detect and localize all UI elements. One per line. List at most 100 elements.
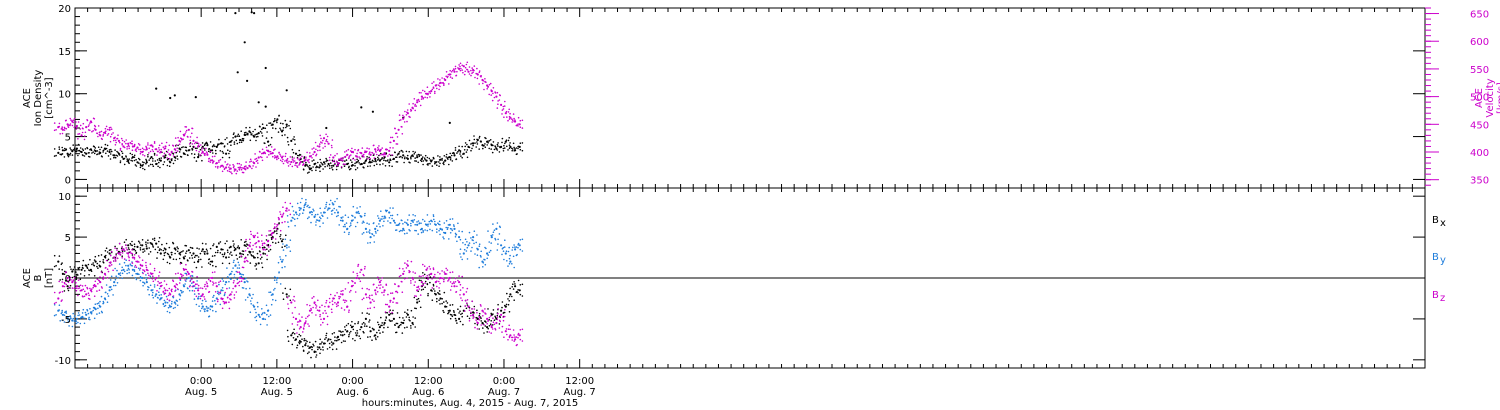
- data-point: [123, 258, 126, 260]
- data-point: [476, 77, 479, 80]
- data-point: [468, 66, 471, 68]
- data-point: [233, 243, 235, 245]
- data-point: [396, 161, 399, 163]
- data-point: [406, 326, 408, 329]
- data-point: [317, 348, 319, 351]
- data-point: [456, 322, 458, 324]
- data-point: [267, 309, 270, 312]
- data-point: [61, 281, 63, 283]
- data-point: [145, 281, 148, 284]
- data-point: [445, 300, 448, 302]
- data-point: [212, 281, 214, 283]
- data-point: [361, 287, 364, 290]
- data-point: [234, 168, 237, 171]
- data-point: [324, 145, 326, 148]
- data-point: [131, 262, 134, 264]
- data-point: [162, 258, 165, 261]
- data-point: [322, 137, 326, 140]
- data-point: [201, 303, 203, 305]
- data-point: [406, 223, 409, 226]
- data-point: [457, 150, 459, 153]
- data-point: [276, 155, 279, 158]
- data-point: [490, 332, 493, 334]
- data-point: [102, 149, 105, 152]
- data-point: [123, 241, 126, 243]
- data-point: [206, 144, 209, 147]
- data-point: [106, 150, 109, 152]
- data-point: [215, 285, 218, 287]
- data-point: [218, 281, 220, 284]
- data-point: [60, 263, 63, 266]
- data-point: [519, 126, 522, 128]
- data-point: [209, 277, 212, 279]
- data-point: [93, 275, 96, 277]
- data-point: [490, 89, 493, 91]
- data-point: [422, 163, 424, 166]
- data-point: [194, 96, 197, 99]
- data-point: [55, 314, 57, 316]
- data-point: [487, 327, 490, 330]
- data-point: [466, 149, 469, 151]
- data-point: [420, 98, 423, 100]
- data-point: [282, 129, 284, 131]
- data-point: [109, 153, 112, 155]
- data-point: [113, 154, 116, 157]
- data-point: [383, 324, 385, 326]
- data-point: [172, 153, 175, 155]
- data-point: [224, 161, 226, 163]
- data-point: [474, 142, 476, 144]
- data-point: [378, 329, 380, 332]
- data-point: [406, 157, 408, 159]
- data-point: [239, 166, 242, 169]
- data-point: [252, 255, 254, 257]
- data-point: [318, 309, 321, 312]
- data-point: [116, 247, 118, 250]
- data-point: [145, 261, 147, 264]
- data-point: [100, 254, 103, 256]
- data-point: [460, 256, 462, 258]
- data-point: [189, 139, 191, 142]
- data-point: [505, 250, 508, 252]
- data-point: [282, 122, 284, 125]
- data-point: [222, 300, 225, 303]
- data-point: [75, 278, 78, 281]
- data-point: [222, 248, 224, 251]
- data-point: [310, 307, 312, 310]
- data-point: [413, 296, 416, 299]
- data-point: [69, 147, 71, 149]
- data-point: [285, 254, 287, 257]
- data-point: [145, 146, 148, 149]
- data-point: [78, 266, 81, 269]
- data-point: [508, 118, 511, 120]
- data-point: [264, 66, 267, 70]
- data-point: [334, 336, 336, 338]
- data-point: [152, 238, 154, 240]
- data-point: [410, 222, 412, 225]
- data-point: [470, 314, 472, 317]
- data-point: [322, 346, 324, 348]
- data-point: [98, 312, 101, 314]
- data-point: [434, 290, 436, 292]
- data-point: [233, 165, 235, 167]
- data-point: [331, 311, 333, 314]
- data-point: [100, 130, 103, 133]
- data-point: [125, 238, 127, 241]
- data-point: [160, 294, 162, 296]
- data-point: [486, 331, 489, 333]
- data-point: [90, 149, 93, 152]
- data-point: [418, 275, 421, 278]
- data-point: [279, 213, 282, 216]
- data-point: [450, 71, 453, 73]
- data-point: [133, 144, 136, 147]
- data-point: [68, 286, 70, 289]
- data-point: [448, 279, 450, 281]
- data-point: [487, 230, 489, 232]
- data-point: [381, 218, 383, 220]
- data-point: [257, 162, 259, 164]
- data-point: [116, 282, 119, 284]
- data-point: [298, 164, 300, 166]
- data-point: [262, 252, 265, 255]
- data-point: [296, 157, 299, 160]
- data-point: [71, 150, 74, 153]
- data-point: [316, 346, 319, 348]
